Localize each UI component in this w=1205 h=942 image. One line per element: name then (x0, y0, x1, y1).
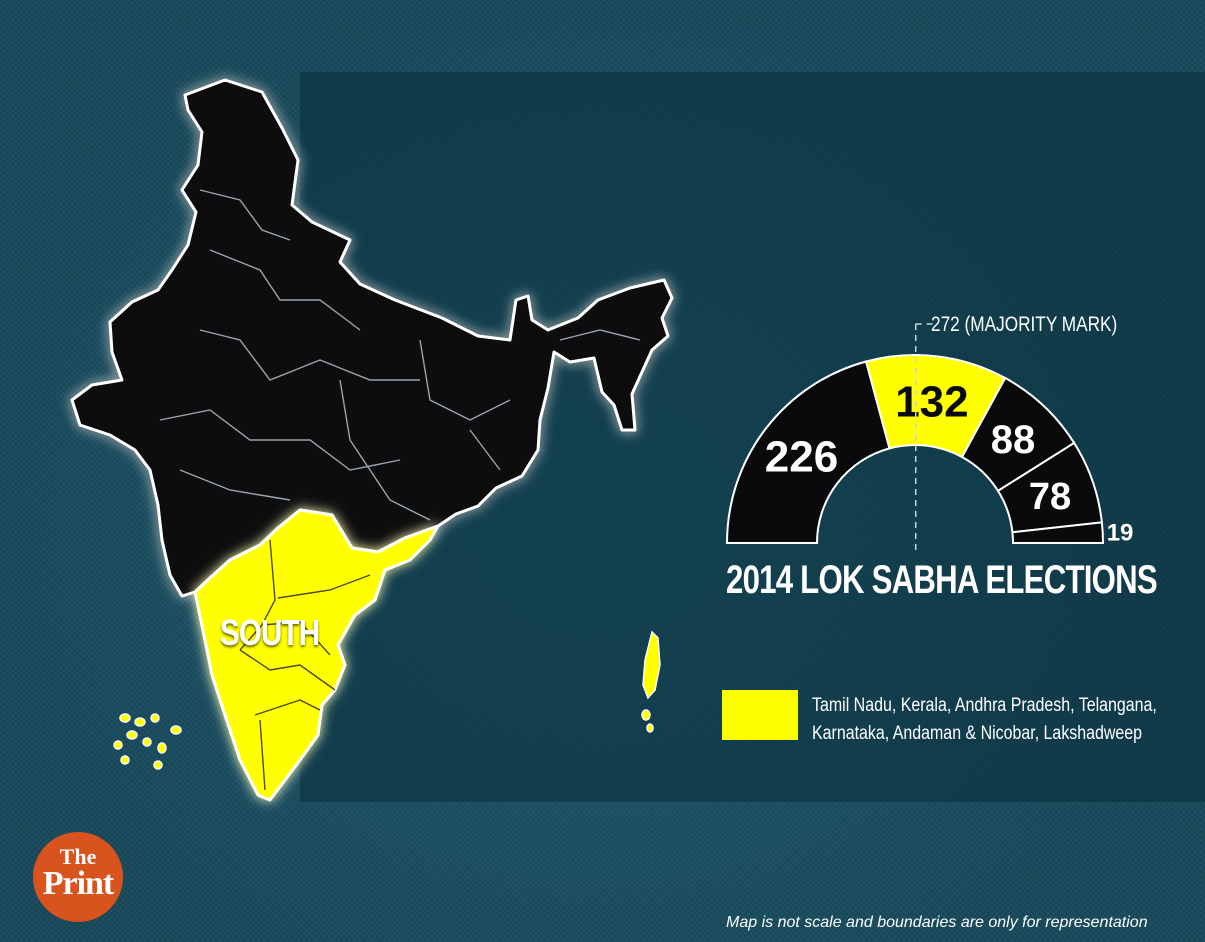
seat-segment-226 (725, 360, 891, 544)
footnote: Map is not scale and boundaries are only… (726, 914, 1148, 931)
legend-south-states: Tamil Nadu, Kerala, Andhra Pradesh, Tela… (812, 695, 1157, 744)
chart-title: 2014 LOK SABHA ELECTIONS (726, 558, 1158, 602)
seat-label-78: 78 (1029, 476, 1071, 518)
map-rest-of-india (70, 78, 674, 598)
south-region-label: SOUTH (220, 612, 320, 653)
seat-label-19: 19 (1107, 520, 1134, 547)
majority-mark-label: 272 (MAJORITY MARK) (931, 313, 1118, 336)
seat-label-88: 88 (991, 418, 1036, 462)
seat-label-132: 132 (895, 377, 968, 426)
map-south-region (193, 508, 440, 802)
state-boundaries (159, 189, 641, 521)
logo-line-the: The (59, 844, 97, 869)
seat-segment-19 (1011, 521, 1105, 544)
seat-share-chart: 226 132 88 78 19 (725, 323, 1134, 551)
theprint-logo: The Print (33, 832, 123, 922)
lakshadweep-islands (113, 713, 182, 770)
logo-line-print: Print (42, 865, 115, 902)
andaman-nicobar-islands (641, 630, 661, 733)
south-state-boundaries (239, 539, 371, 791)
legend-swatch-south (722, 690, 798, 740)
seat-label-226: 226 (765, 432, 838, 481)
